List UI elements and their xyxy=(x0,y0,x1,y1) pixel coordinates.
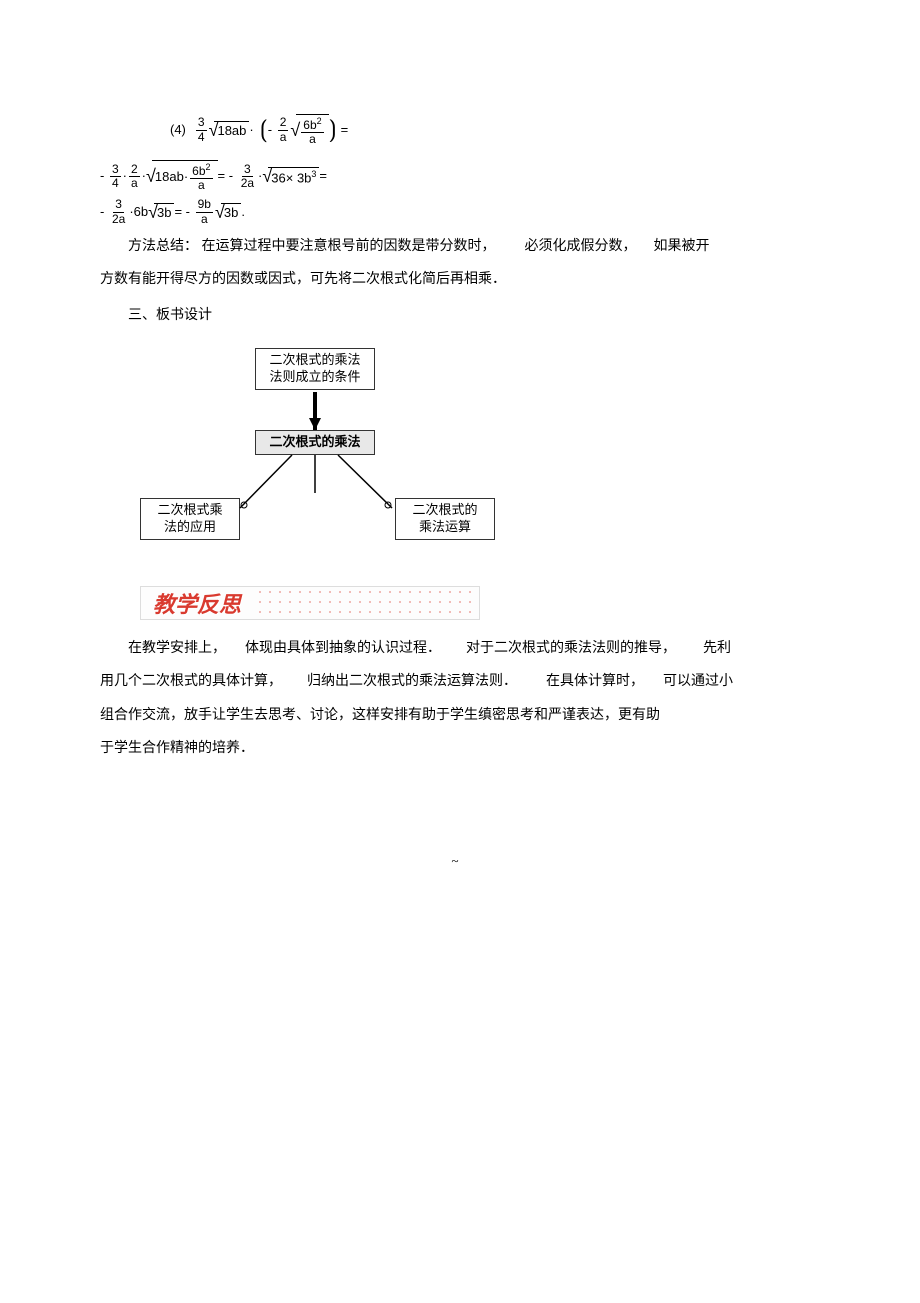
fraction-9b-a: 9ba xyxy=(196,198,213,225)
method-text-a: 在运算过程中要注意根号前的因数是带分数时， xyxy=(202,239,496,254)
reflection-label: 教学反思 xyxy=(141,587,241,619)
concept-diagram: 二次根式的乘法 法则成立的条件 二次根式的乘法 二次根式乘 法的应用 二次根式的… xyxy=(140,348,480,568)
reflection-banner: 教学反思 xyxy=(140,586,480,620)
fraction-2-a: 2a xyxy=(278,116,289,143)
fraction-3-2a-2: 32a xyxy=(110,198,127,225)
fraction-2-a-b: 2a xyxy=(129,163,140,190)
reflection-line-3: 组合作交流，放手让学生去思考、讨论，这样安排有助于学生缜密思考和严谨表达，更有助 xyxy=(100,701,810,730)
tilde: ~ xyxy=(100,853,810,869)
box-left: 二次根式乘 法的应用 xyxy=(140,498,240,540)
method-text-d: 方数有能开得尽方的因数或因式，可先将二次根式化简后再相乘． xyxy=(100,272,506,287)
r7: 在具体计算时， xyxy=(546,674,644,689)
box-top-l1: 二次根式的乘法 xyxy=(260,352,370,369)
fraction-3-4b: 34 xyxy=(110,163,121,190)
math-line-2: - 34 · 2a · √18ab·6b2a = - 32a · √36× 3b… xyxy=(100,160,810,192)
method-label: 方法总结： xyxy=(128,239,198,254)
sqrt-3b: √3b xyxy=(148,203,174,221)
method-summary-line-1: 方法总结： 在运算过程中要注意根号前的因数是带分数时， 必须化成假分数， 如果被… xyxy=(100,232,810,261)
banner-dots xyxy=(255,587,479,619)
box-right: 二次根式的 乘法运算 xyxy=(395,498,495,540)
board-title: 三、板书设计 xyxy=(100,301,810,330)
method-text-c: 如果被开 xyxy=(654,239,710,254)
method-text-b: 必须化成假分数， xyxy=(525,239,637,254)
r1: 在教学安排上， xyxy=(128,641,226,656)
sqrt-36-3b3: √36× 3b3 xyxy=(262,167,319,186)
r9: 组合作交流，放手让学生去思考、讨论，这样安排有助于学生缜密思考和严谨表达，更有助 xyxy=(100,708,660,723)
r8: 可以通过小 xyxy=(663,674,733,689)
sqrt-combined: √18ab·6b2a xyxy=(146,160,218,192)
box-mid: 二次根式的乘法 xyxy=(255,430,375,455)
box-left-l2: 法的应用 xyxy=(145,519,235,536)
fraction-3-2a: 32a xyxy=(239,163,256,190)
r3: 对于二次根式的乘法法则的推导， xyxy=(466,641,676,656)
sqrt-18ab: √18ab xyxy=(209,121,250,139)
r10: 于学生合作精神的培养． xyxy=(100,741,254,756)
equals: = xyxy=(341,117,349,143)
math-line-1: (4) 34 √18ab · ⟮ - 2a √6b2a ⟯ = xyxy=(100,106,810,154)
worked-solution: (4) 34 √18ab · ⟮ - 2a √6b2a ⟯ = - 34 · 2… xyxy=(100,106,810,226)
r2: 体现由具体到抽象的认识过程． xyxy=(245,641,441,656)
box-right-l1: 二次根式的 xyxy=(400,502,490,519)
r5: 用几个二次根式的具体计算， xyxy=(100,674,282,689)
box-top: 二次根式的乘法 法则成立的条件 xyxy=(255,348,375,390)
fraction-3-4: 34 xyxy=(196,116,207,143)
box-top-l2: 法则成立的条件 xyxy=(260,369,370,386)
box-right-l2: 乘法运算 xyxy=(400,519,490,536)
box-left-l1: 二次根式乘 xyxy=(145,502,235,519)
reflection-line-2: 用几个二次根式的具体计算， 归纳出二次根式的乘法运算法则． 在具体计算时， 可以… xyxy=(100,667,810,696)
r6: 归纳出二次根式的乘法运算法则． xyxy=(307,674,517,689)
math-line-3: - 32a ·6b √3b = - 9ba √3b . xyxy=(100,198,810,225)
sqrt-6b2-over-a: √6b2a xyxy=(290,114,328,146)
reflection-line-1: 在教学安排上， 体现由具体到抽象的认识过程． 对于二次根式的乘法法则的推导， 先… xyxy=(100,634,810,663)
reflection-line-4: 于学生合作精神的培养． xyxy=(100,734,810,763)
r4: 先利 xyxy=(703,641,731,656)
method-summary-line-2: 方数有能开得尽方的因数或因式，可先将二次根式化简后再相乘． xyxy=(100,265,810,294)
sqrt-3b-2: √3b xyxy=(215,203,241,221)
problem-label: (4) xyxy=(170,117,186,143)
